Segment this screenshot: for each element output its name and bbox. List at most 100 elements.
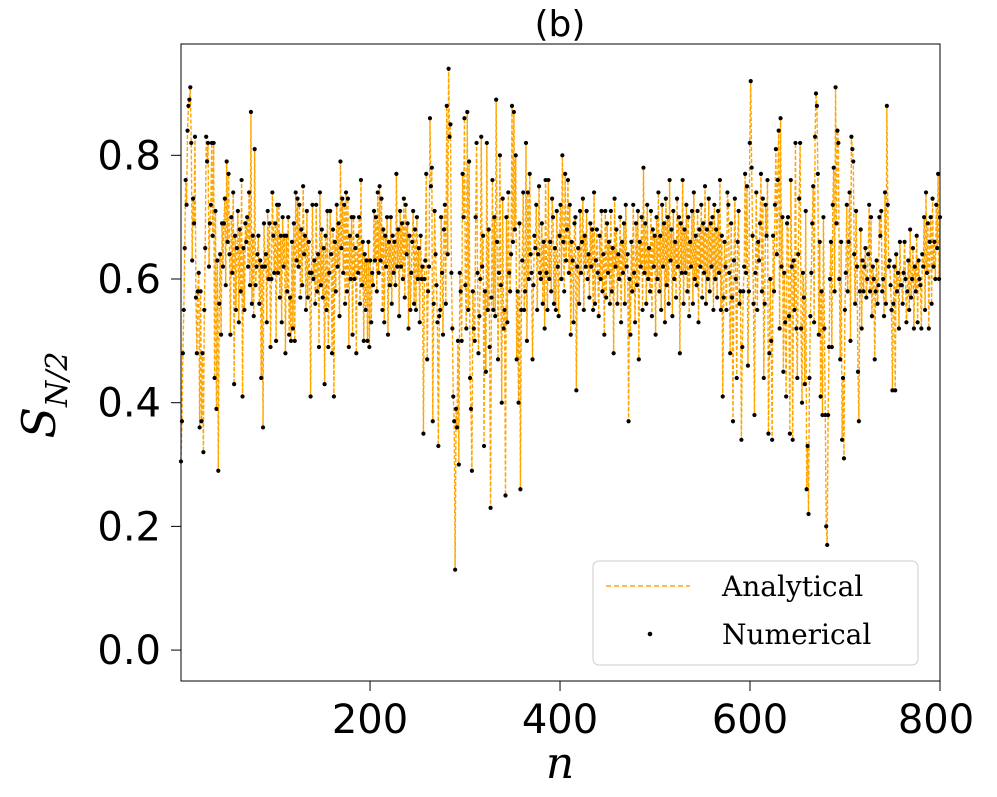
numerical-point	[294, 258, 299, 263]
numerical-point	[557, 233, 562, 238]
numerical-point	[749, 165, 754, 170]
numerical-point	[283, 351, 288, 356]
legend-numerical-swatch	[647, 631, 653, 637]
numerical-point	[319, 227, 324, 232]
numerical-point	[936, 171, 941, 176]
numerical-point	[354, 351, 359, 356]
numerical-point	[786, 314, 792, 319]
numerical-point	[524, 338, 530, 343]
numerical-point	[245, 215, 250, 220]
numerical-point	[597, 233, 602, 238]
numerical-point	[828, 239, 834, 244]
numerical-point	[180, 351, 185, 356]
numerical-point	[295, 196, 300, 201]
numerical-point	[638, 264, 643, 269]
numerical-point	[743, 171, 748, 176]
numerical-point	[804, 487, 809, 492]
numerical-point	[317, 190, 323, 195]
numerical-point	[493, 314, 498, 319]
numerical-point	[333, 289, 338, 294]
numerical-point	[507, 270, 512, 275]
numerical-point	[573, 215, 578, 220]
numerical-point	[789, 264, 794, 269]
numerical-point	[265, 208, 270, 214]
numerical-point	[453, 567, 458, 572]
numerical-point	[923, 190, 929, 195]
numerical-point	[185, 128, 190, 133]
numerical-point	[660, 264, 666, 269]
numerical-point	[591, 190, 597, 195]
numerical-point	[857, 289, 862, 294]
numerical-point	[899, 283, 904, 288]
numerical-point	[352, 276, 357, 282]
numerical-point	[474, 140, 479, 146]
numerical-point	[907, 307, 912, 313]
numerical-point	[813, 91, 819, 96]
numerical-point	[741, 289, 746, 294]
numerical-point	[193, 295, 199, 300]
numerical-point	[224, 159, 229, 164]
numerical-point	[301, 184, 306, 189]
numerical-point	[549, 289, 554, 294]
numerical-point	[409, 270, 414, 275]
numerical-point	[676, 215, 682, 220]
numerical-point	[688, 264, 694, 269]
numerical-point	[446, 66, 451, 71]
numerical-point	[251, 314, 256, 319]
numerical-point	[404, 252, 409, 257]
numerical-point	[610, 245, 615, 251]
numerical-point	[387, 283, 392, 288]
numerical-point	[217, 301, 222, 306]
numerical-point	[799, 400, 805, 405]
numerical-point	[805, 443, 810, 449]
numerical-point	[699, 202, 704, 207]
numerical-point	[728, 351, 733, 356]
numerical-point	[713, 276, 718, 282]
numerical-point	[427, 116, 433, 121]
numerical-point	[244, 239, 249, 244]
numerical-point	[893, 388, 898, 393]
numerical-point	[821, 215, 826, 220]
numerical-point	[553, 307, 558, 313]
y-tick-label: 0.8	[97, 133, 161, 179]
numerical-point	[829, 344, 834, 350]
numerical-point	[839, 239, 844, 244]
numerical-point	[536, 252, 541, 257]
numerical-point	[467, 375, 473, 381]
numerical-point	[779, 264, 784, 269]
numerical-point	[626, 419, 631, 424]
numerical-point	[534, 202, 539, 207]
numerical-point	[649, 314, 654, 319]
numerical-point	[385, 332, 391, 337]
y-axis-label: SN/2	[12, 352, 75, 439]
numerical-point	[292, 338, 297, 343]
chart-title: (b)	[535, 4, 586, 45]
numerical-point	[770, 233, 776, 238]
numerical-point	[321, 245, 326, 251]
numerical-point	[634, 283, 640, 288]
numerical-point	[648, 208, 654, 214]
numerical-point	[887, 258, 892, 263]
numerical-point	[202, 307, 207, 313]
numerical-point	[394, 171, 399, 176]
numerical-point	[560, 153, 565, 158]
numerical-point	[771, 289, 777, 294]
numerical-point	[440, 332, 446, 337]
numerical-point	[669, 227, 674, 232]
numerical-point	[774, 252, 779, 257]
numerical-point	[778, 116, 783, 121]
numerical-point	[806, 511, 811, 517]
x-axis-label: n	[546, 738, 574, 789]
numerical-point	[402, 295, 407, 300]
numerical-point	[532, 233, 537, 238]
numerical-point	[242, 307, 247, 313]
numerical-point	[246, 264, 251, 269]
numerical-point	[742, 264, 747, 269]
numerical-point	[561, 239, 566, 244]
numerical-point	[254, 264, 259, 269]
numerical-point	[763, 202, 768, 207]
numerical-point	[459, 338, 464, 343]
numerical-point	[191, 196, 196, 201]
numerical-point	[423, 258, 428, 263]
numerical-point	[811, 184, 816, 189]
